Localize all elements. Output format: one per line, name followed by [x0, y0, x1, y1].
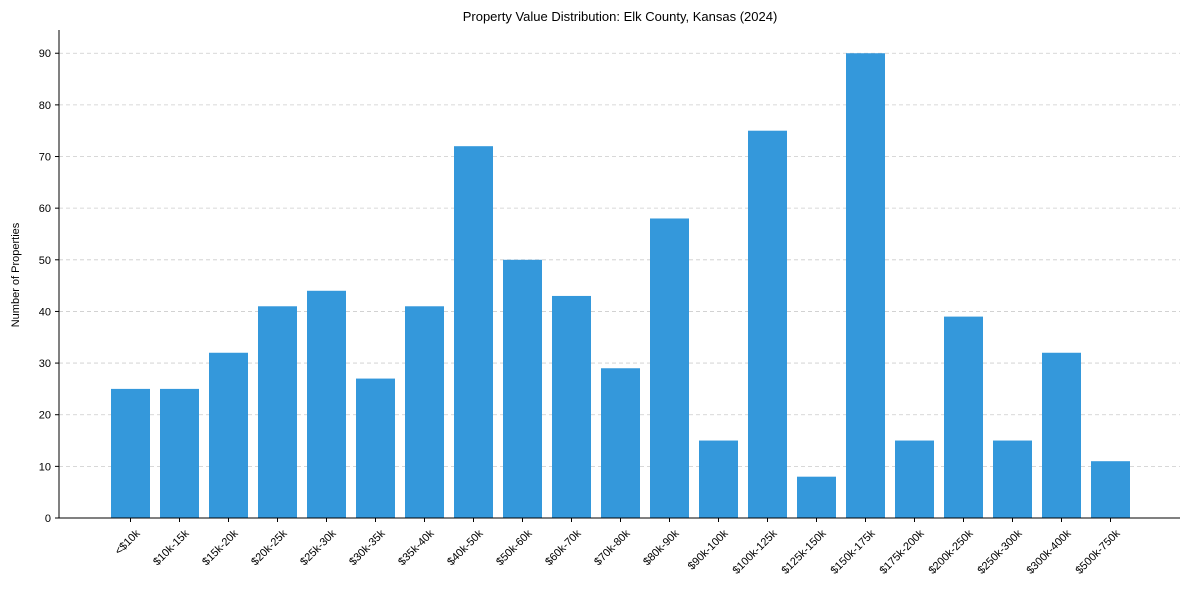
bar [895, 440, 934, 518]
x-tick-label: $90k-100k [686, 527, 731, 572]
chart-title: Property Value Distribution: Elk County,… [463, 9, 778, 24]
y-tick-label: 80 [39, 100, 51, 112]
y-tick-label: 30 [39, 358, 51, 370]
bar [601, 368, 640, 518]
x-tick-label: $10k-15k [151, 527, 192, 568]
y-tick-label: 70 [39, 152, 51, 164]
bar [1091, 461, 1130, 518]
x-tick-label: $35k-40k [396, 527, 437, 568]
x-axis-ticks: <$10k $10k-15k $15k-20k $20k-25k $25k-30k $30… [113, 518, 1123, 577]
bar [209, 352, 248, 518]
y-tick-label: 50 [39, 255, 51, 267]
bar [356, 378, 395, 518]
x-tick-label: $25k-30k [298, 527, 339, 568]
bar [258, 306, 297, 518]
bar [160, 388, 199, 518]
bar [111, 388, 150, 518]
x-tick-label: <$10k [113, 527, 143, 557]
y-tick-label: 90 [39, 48, 51, 60]
y-tick-label: 20 [39, 410, 51, 422]
x-tick-label: $80k-90k [641, 527, 682, 568]
x-tick-label: $300k-400k [1024, 527, 1073, 576]
x-tick-label: $50k-60k [494, 527, 535, 568]
x-tick-label: $125k-150k [779, 527, 828, 576]
x-tick-label: $20k-25k [249, 527, 290, 568]
bar [307, 290, 346, 518]
bar [944, 316, 983, 518]
bar [552, 295, 591, 518]
bar [1042, 352, 1081, 518]
y-axis-label: Number of Properties [10, 222, 22, 327]
bar [503, 259, 542, 518]
x-tick-label: $150k-175k [828, 527, 877, 576]
bar [846, 53, 885, 518]
y-tick-label: 40 [39, 306, 51, 318]
bar [699, 440, 738, 518]
bar [993, 440, 1032, 518]
y-tick-label: 0 [45, 513, 51, 525]
axes [58, 30, 1180, 519]
bar [405, 306, 444, 518]
bar [748, 130, 787, 518]
x-tick-label: $100k-125k [730, 527, 779, 576]
x-tick-label: $15k-20k [200, 527, 241, 568]
y-tick-label: 10 [39, 461, 51, 473]
x-tick-label: $175k-200k [877, 527, 926, 576]
x-tick-label: $60k-70k [543, 527, 584, 568]
x-tick-label: $40k-50k [445, 527, 486, 568]
y-axis-ticks: 0 10 20 30 40 50 60 70 80 90 [39, 48, 59, 525]
x-tick-label: $250k-300k [975, 527, 1024, 576]
x-tick-label: $200k-250k [926, 527, 975, 576]
y-tick-label: 60 [39, 203, 51, 215]
bars [111, 53, 1130, 519]
bar [454, 146, 493, 518]
x-tick-label: $500k-750k [1073, 527, 1122, 576]
bar [797, 476, 836, 518]
bar [650, 218, 689, 519]
x-tick-label: $70k-80k [592, 527, 633, 568]
x-tick-label: $30k-35k [347, 527, 388, 568]
